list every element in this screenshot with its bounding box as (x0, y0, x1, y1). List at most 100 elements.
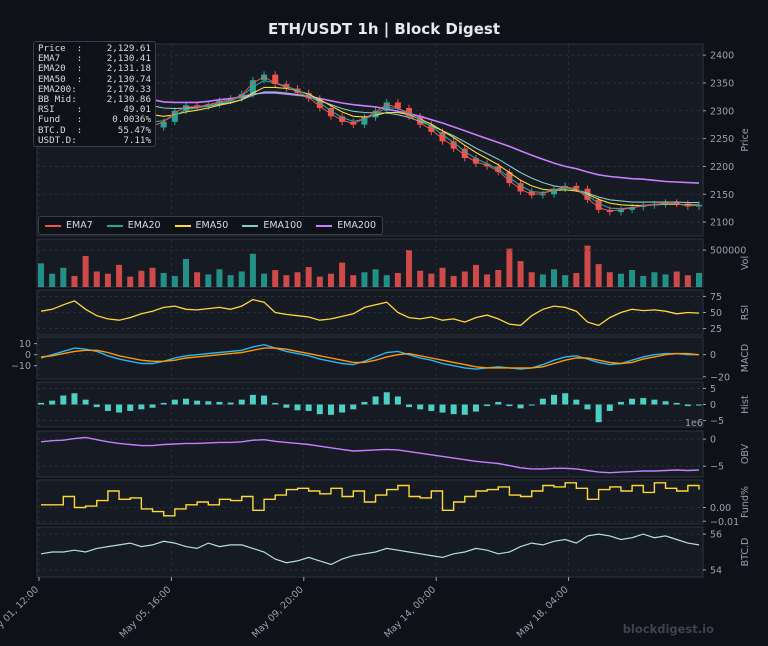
hist-bar (394, 396, 401, 405)
hist-bar (428, 404, 435, 411)
hist-bar (372, 396, 379, 405)
y-axis-label: Hist (740, 395, 751, 414)
signal-line (40, 347, 700, 369)
hist-bar (82, 399, 89, 405)
volume-bar (461, 271, 468, 287)
legend-item: EMA50 (174, 220, 228, 231)
hist-bar (305, 404, 312, 411)
legend-label: EMA200 (337, 220, 377, 231)
legend-item: EMA100 (242, 220, 302, 231)
y-tick-label: 0 (710, 400, 716, 411)
candle-body (629, 207, 636, 210)
candle-body (327, 108, 334, 117)
hist-bar (339, 404, 346, 413)
obv-scale-label: 1e6 (685, 418, 703, 429)
volume-bar (394, 272, 401, 287)
hist-bar (104, 404, 111, 411)
y-tick-label: −5 (710, 416, 724, 427)
hist-bar (261, 395, 268, 405)
volume-bar (439, 267, 446, 287)
hist-bar (595, 404, 602, 423)
hist-bar (551, 394, 558, 405)
y-tick-label: −20 (710, 372, 730, 383)
stat-row: EMA200: 2,170.33 (38, 83, 151, 95)
volume-bar (104, 273, 111, 287)
candle-body (517, 183, 524, 192)
legend-label: EMA100 (263, 220, 303, 231)
hist-bar (484, 404, 491, 407)
hist-bar (573, 399, 580, 405)
volume-bar (361, 272, 368, 287)
panel-obv (36, 430, 704, 478)
y-tick-label: 50 (710, 308, 722, 319)
volume-bar (595, 264, 602, 287)
volume-bar (428, 273, 435, 287)
volume-bar (182, 258, 189, 287)
x-tick-label: May 18, 04:00 (515, 584, 571, 640)
volume-bar (249, 253, 256, 287)
stat-row: EMA20 : 2,131.18 (38, 64, 151, 74)
candle-body (394, 102, 401, 108)
volume-bar (194, 272, 201, 287)
hist-bar (383, 392, 390, 405)
volume-bar (93, 271, 100, 287)
volume-bar (506, 248, 513, 287)
hist-bar (539, 398, 546, 405)
y-tick-label: 5 (710, 384, 716, 395)
candle-body (450, 141, 457, 149)
stat-label: RSI : (38, 104, 83, 116)
candle-body (439, 131, 446, 142)
hist-bar (60, 395, 67, 405)
chart-title: ETH/USDT 1h | Block Digest (267, 20, 500, 38)
stat-label: EMA200: (38, 83, 77, 95)
obv-line (40, 436, 700, 474)
y-tick-label: 25 (710, 324, 722, 335)
y-tick-label: 0 (710, 435, 716, 446)
candle-body (539, 194, 546, 196)
y-tick-label: −5 (710, 462, 724, 473)
x-tick-label: May 01, 12:00 (0, 584, 41, 640)
hist-bar (227, 402, 234, 405)
x-tick-label: May 09, 20:00 (250, 584, 306, 640)
candle-body (551, 188, 558, 195)
volume-bar (216, 269, 223, 287)
hist-bar (696, 404, 702, 406)
hist-bar (316, 404, 323, 415)
hist-bar (406, 404, 413, 408)
hist-bar (495, 401, 502, 405)
volume-bar (71, 275, 78, 287)
y-tick-label: 2400 (710, 51, 734, 62)
volume-bar (205, 274, 212, 287)
stat-value: 2,130.74 (106, 73, 151, 85)
btcd-line (40, 533, 700, 566)
volume-bar (539, 274, 546, 287)
legend-swatch (316, 224, 333, 227)
stat-value: 0.0036% (112, 114, 151, 126)
hist-bar (238, 399, 245, 405)
hist-bar (182, 398, 189, 405)
stat-label: Price : (38, 43, 83, 54)
y-tick-label: 2300 (710, 106, 734, 117)
volume-bar (517, 261, 524, 287)
hist-bar (294, 404, 301, 411)
y-axis-label: BTC.D (740, 538, 751, 567)
hist-bar (517, 404, 524, 409)
volume-bar (49, 273, 56, 287)
hist-bar (506, 404, 513, 407)
hist-bar (138, 404, 145, 410)
stat-row: EMA50 : 2,130.74 (38, 73, 151, 85)
legend-label: EMA7 (66, 220, 93, 231)
chart-legend: EMA7 EMA20 EMA50 EMA100 EMA200 (38, 216, 384, 235)
legend-item: EMA7 (45, 220, 93, 231)
volume-bar (227, 275, 234, 287)
panel-macd (36, 336, 704, 380)
candle-body (361, 117, 368, 125)
volume-bar (327, 273, 334, 287)
hist-bar (472, 404, 479, 412)
volume-bar (551, 269, 558, 287)
volume-bar (160, 272, 167, 287)
y-axis-label: Fund% (740, 486, 751, 518)
volume-bar (127, 276, 134, 287)
hist-bar (684, 404, 691, 407)
